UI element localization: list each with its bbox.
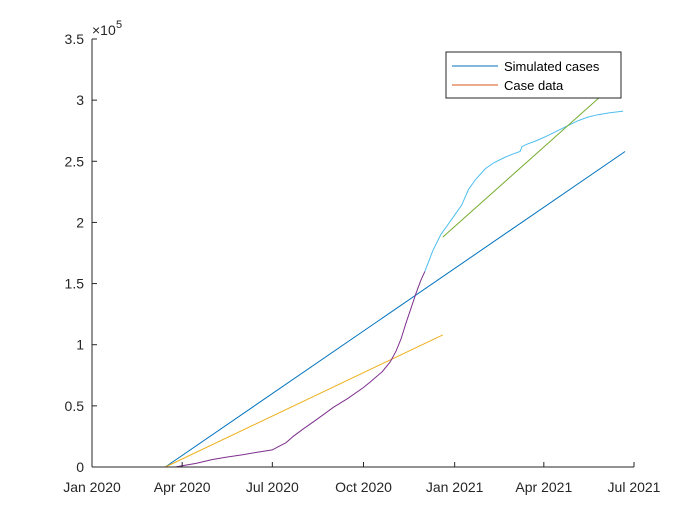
legend-label-simulated-cases: Simulated cases [504,59,600,74]
ticks-layer: Jan 2020 Apr 2020 Jul 2020 Oct 2020 Jan 2021… [63,31,660,495]
y-tick-label: 1 [76,337,84,353]
x-tick-label: Apr 2021 [515,479,572,495]
x-tick-label: Apr 2020 [154,479,211,495]
x-tick-label: Jan 2021 [426,479,484,495]
series-line-2 [175,271,426,468]
y-tick-label: 0 [76,459,84,475]
y-tick-label: 3 [76,92,84,108]
y-tick-label: 2 [76,214,84,230]
y-exponent-power: 5 [116,19,122,31]
series-line-4 [442,93,604,238]
y-tick-label: 1.5 [65,276,85,292]
series-line-1 [165,334,443,468]
legend-label-case-data: Case data [504,78,564,93]
x-tick-label: Jan 2020 [63,479,121,495]
legend-box [445,51,622,99]
plot-area [92,39,634,467]
y-tick-label: 3.5 [65,31,85,47]
y-exponent-base: ×10 [92,22,116,38]
x-tick-label: Jul 2020 [246,479,299,495]
legend: Simulated cases Case data [445,51,622,99]
series-line-3 [424,110,624,272]
y-tick-label: 2.5 [65,153,85,169]
x-tick-label: Jul 2021 [608,479,661,495]
x-tick-label: Oct 2020 [335,479,392,495]
y-tick-label: 0.5 [65,398,85,414]
series-layer [165,93,626,468]
series-line-0 [165,151,626,468]
